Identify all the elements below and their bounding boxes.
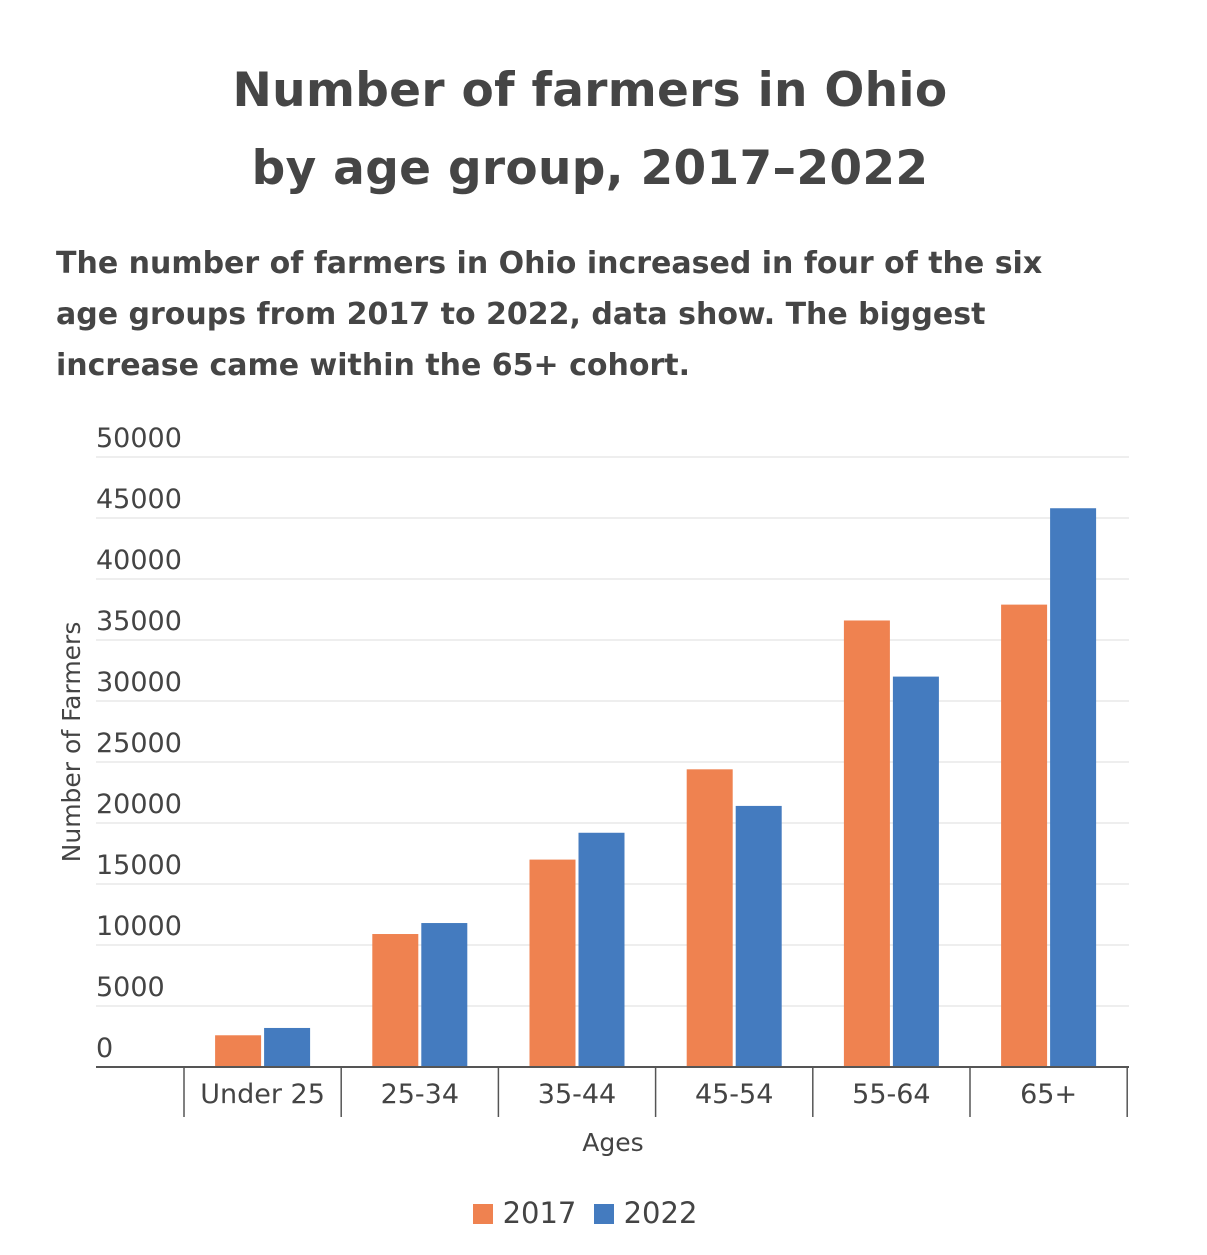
bar-2017-35-44 (529, 859, 576, 1067)
bar-2017-65- (1001, 604, 1048, 1067)
chart-subtitle-line-2: age groups from 2017 to 2022, data show.… (56, 297, 986, 332)
y-tick-label-20000: 20000 (96, 789, 182, 820)
x-tick-label-under-25: Under 25 (200, 1079, 325, 1110)
legend: 2017 2022 (0, 1196, 1170, 1230)
bar-2022-55-64 (892, 676, 939, 1067)
y-tick-label-30000: 30000 (96, 667, 182, 698)
x-axis-ticks: Under 25 25-34 35-44 45-54 55-64 65+ (200, 1079, 1077, 1110)
bar-2022-35-44 (578, 832, 625, 1067)
chart-title-line-1: Number of farmers in Ohio (232, 63, 948, 118)
legend-label-2022: 2022 (623, 1196, 698, 1230)
x-tick-label-25-34: 25-34 (381, 1079, 459, 1110)
y-tick-label-0: 0 (96, 1033, 113, 1064)
bar-2017-under-25 (215, 1035, 262, 1067)
x-tick-label-35-44: 35-44 (538, 1079, 616, 1110)
bar-2022-65- (1050, 508, 1097, 1067)
y-tick-label-15000: 15000 (96, 850, 182, 881)
x-tick-label-45-54: 45-54 (695, 1079, 773, 1110)
y-tick-label-40000: 40000 (96, 545, 182, 576)
bar-2022-45-54 (735, 805, 782, 1067)
bar-2017-45-54 (686, 769, 733, 1067)
x-tick-label-55-64: 55-64 (852, 1079, 930, 1110)
bar-2017-25-34 (372, 934, 419, 1067)
y-tick-label-10000: 10000 (96, 911, 182, 942)
bar-2022-under-25 (264, 1027, 311, 1067)
legend-item-2022: 2022 (593, 1196, 698, 1230)
bar-2017-55-64 (843, 620, 890, 1067)
chart-subtitle: The number of farmers in Ohio increased … (56, 238, 1116, 391)
y-tick-label-45000: 45000 (96, 484, 182, 515)
y-axis-ticks: 0 5000 10000 15000 20000 25000 30000 35000 40000… (96, 423, 182, 1064)
y-tick-label-5000: 5000 (96, 972, 165, 1003)
chart-title-line-2: by age group, 2017–2022 (251, 141, 929, 196)
x-axis (96, 1066, 1129, 1117)
x-axis-title: Ages (582, 1128, 643, 1157)
y-tick-label-25000: 25000 (96, 728, 182, 759)
bar-2022-25-34 (421, 923, 468, 1067)
chart-title: Number of farmers in Ohio by age group, … (0, 52, 1180, 208)
chart-subtitle-line-1: The number of farmers in Ohio increased … (56, 246, 1043, 281)
legend-swatch-2017 (472, 1204, 493, 1224)
y-tick-label-35000: 35000 (96, 606, 182, 637)
legend-item-2017: 2017 (472, 1196, 577, 1230)
x-tick-label-65-: 65+ (1020, 1079, 1077, 1110)
legend-label-2017: 2017 (502, 1196, 577, 1230)
legend-swatch-2022 (593, 1204, 614, 1224)
chart-subtitle-line-3: increase came within the 65+ cohort. (56, 348, 691, 383)
y-axis-title: Number of Farmers (57, 622, 86, 863)
y-tick-label-50000: 50000 (96, 423, 182, 454)
bars (215, 508, 1097, 1067)
